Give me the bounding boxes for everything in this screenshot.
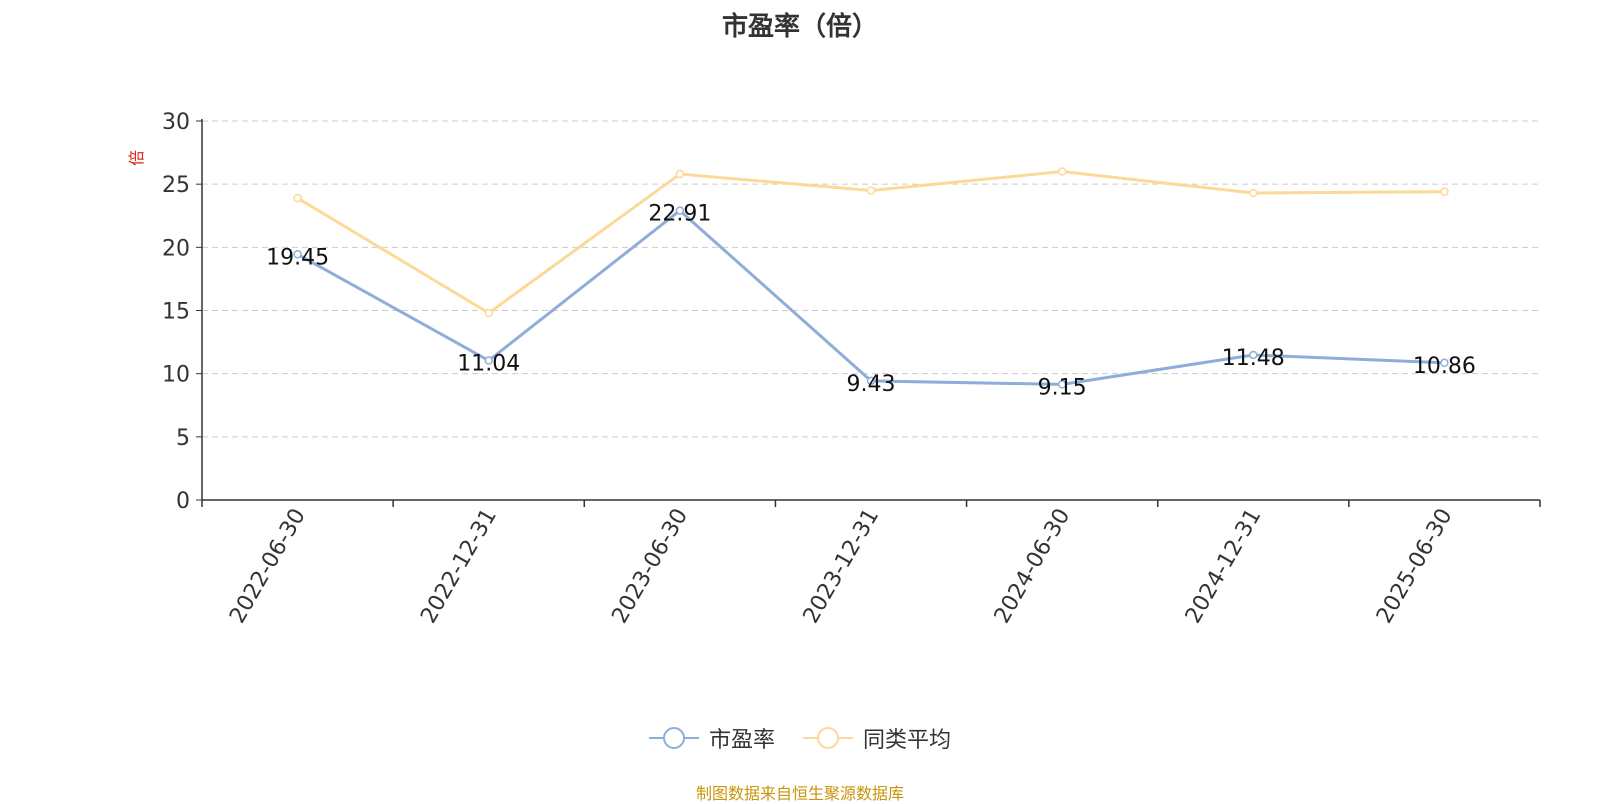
legend-pe-line-icon bbox=[648, 727, 699, 749]
peer-average-data-point bbox=[1057, 167, 1067, 176]
legend: 市盈率 同类平均 bbox=[0, 722, 1600, 754]
legend-pe-label: 市盈率 bbox=[708, 728, 775, 753]
y-tick-label: 25 bbox=[162, 173, 190, 198]
pe-data-label: 10.86 bbox=[1413, 354, 1476, 379]
peer-average-data-point bbox=[1440, 187, 1449, 196]
y-tick-label: 10 bbox=[162, 363, 190, 388]
y-tick-label: 30 bbox=[162, 110, 190, 135]
pe-data-point bbox=[484, 356, 493, 365]
pe-data-point bbox=[293, 250, 302, 259]
pe-data-label: 9.15 bbox=[1038, 375, 1087, 400]
x-tick-label: 2024-12-31 bbox=[1181, 505, 1267, 628]
x-tick-label: 2024-06-30 bbox=[990, 505, 1076, 628]
peer-average-data-point bbox=[866, 186, 876, 195]
legend-item-peer-average[interactable]: 同类平均 bbox=[803, 722, 951, 754]
x-tick-label: 2022-12-31 bbox=[416, 505, 502, 628]
peer-average-data-point bbox=[293, 193, 302, 203]
data-source-footer: 制图数据来自恒生聚源数据库 bbox=[695, 784, 904, 803]
peer-average-data-point bbox=[1249, 188, 1258, 198]
pe-data-label: 11.04 bbox=[457, 352, 520, 377]
y-tick-label: 20 bbox=[162, 236, 190, 261]
peer-average-data-point bbox=[675, 169, 685, 179]
grid-lines bbox=[202, 120, 1540, 438]
pe-data-point bbox=[1440, 358, 1449, 368]
pe-data-label: 11.48 bbox=[1222, 346, 1285, 371]
x-tick-label: 2022-06-30 bbox=[225, 505, 311, 628]
pe-data-point bbox=[1249, 350, 1258, 360]
x-tick-label: 2025-06-30 bbox=[1372, 505, 1458, 628]
y-axis-label: 倍 bbox=[127, 150, 146, 166]
y-tick-label: 0 bbox=[176, 489, 190, 514]
chart-title: 市盈率（倍） bbox=[721, 12, 878, 42]
pe-data-point bbox=[866, 376, 876, 386]
data-labels: 19.45 11.04 22.91 9.43 9.15 11.48 10.86 bbox=[266, 202, 1476, 401]
x-tick-label: 2023-06-30 bbox=[607, 505, 693, 628]
pe-data-label: 22.91 bbox=[648, 202, 711, 227]
series-lines bbox=[293, 167, 1449, 389]
pe-data-point bbox=[1057, 380, 1067, 389]
pe-data-point bbox=[675, 206, 685, 215]
pe-data-label: 19.45 bbox=[266, 245, 329, 270]
legend-item-pe[interactable]: 市盈率 bbox=[648, 722, 775, 754]
peer-average-data-point bbox=[484, 308, 493, 318]
legend-peer-average-label: 同类平均 bbox=[863, 728, 952, 753]
y-tick-label: 15 bbox=[162, 300, 190, 325]
legend-peer-average-line-icon bbox=[803, 727, 853, 749]
y-tick-label: 5 bbox=[176, 426, 190, 451]
pe-data-label: 9.43 bbox=[847, 372, 896, 397]
x-tick-label: 2023-12-31 bbox=[799, 505, 885, 628]
